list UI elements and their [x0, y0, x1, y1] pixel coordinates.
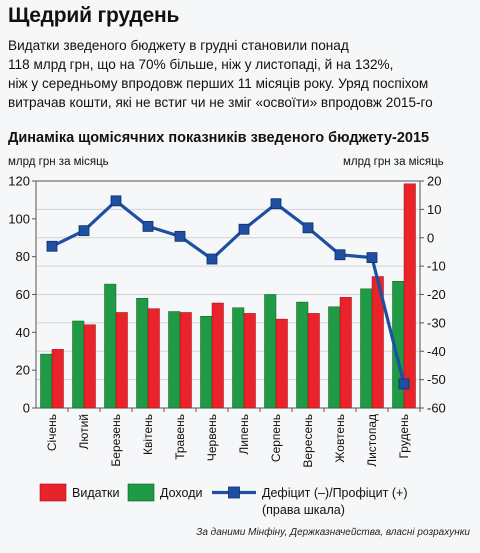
- legend-label-expenses: Видатки: [72, 486, 119, 500]
- income-bar: [232, 307, 245, 409]
- balance-marker: [366, 252, 378, 264]
- balance-marker: [110, 195, 122, 207]
- balance-marker: [398, 378, 410, 390]
- headline: Щедрий грудень: [8, 4, 180, 27]
- legend-swatch-income: [127, 483, 155, 502]
- month-label: Березень: [109, 414, 123, 467]
- right-tick-label: 0: [427, 230, 434, 245]
- income-bar: [264, 294, 277, 409]
- month-label: Січень: [45, 414, 59, 451]
- lead-line: витрачав кошти, які не встиг чи не зміг …: [8, 95, 433, 110]
- expense-bar: [179, 312, 192, 409]
- month-label: Квітень: [141, 414, 155, 455]
- chart-title: Динаміка щомісячних показників зведеного…: [8, 130, 430, 146]
- expense-bar: [403, 183, 416, 409]
- month-label: Вересень: [301, 414, 315, 468]
- legend-label-income: Доходи: [160, 486, 202, 500]
- left-tick-label: 80: [16, 249, 30, 264]
- income-bar: [72, 320, 85, 409]
- legend-label-balance-note: (права шкала): [262, 503, 345, 517]
- right-tick-label: -10: [427, 259, 446, 274]
- expense-bar: [275, 318, 288, 409]
- right-tick-label: 20: [427, 174, 441, 189]
- legend-label-balance: Дефіцит (–)/Профіцит (+): [262, 486, 407, 500]
- left-tick-label: 0: [23, 401, 30, 416]
- lead-line: Видатки зведеного бюджету в грудні стано…: [8, 38, 349, 53]
- balance-marker: [174, 230, 186, 242]
- right-tick-label: -30: [427, 315, 446, 330]
- left-tick-label: 20: [16, 363, 30, 378]
- month-label: Серпень: [269, 414, 283, 462]
- month-label: Листопад: [365, 414, 379, 467]
- lead-line: ніж у середньому впродовж перших 11 міся…: [8, 76, 429, 91]
- income-bar: [200, 316, 213, 409]
- expense-bar: [211, 302, 224, 409]
- expense-bar: [339, 297, 352, 409]
- left-tick-label: 60: [16, 287, 30, 302]
- expense-bar: [243, 313, 256, 409]
- lead-paragraph: Видатки зведеного бюджету в грудні стано…: [8, 36, 474, 112]
- month-label: Травень: [173, 414, 187, 460]
- income-bar: [328, 306, 341, 409]
- expense-bar: [83, 324, 96, 409]
- balance-marker: [46, 240, 58, 252]
- expense-bar: [307, 313, 320, 409]
- balance-marker: [78, 225, 90, 237]
- balance-marker: [334, 249, 346, 261]
- right-tick-label: -50: [427, 372, 446, 387]
- expense-bar: [115, 312, 128, 409]
- income-bar: [104, 283, 117, 409]
- balance-marker: [206, 253, 218, 265]
- month-label: Грудень: [397, 414, 411, 459]
- income-bar: [40, 353, 53, 409]
- right-tick-label: 10: [427, 202, 441, 217]
- balance-marker: [270, 198, 282, 210]
- balance-marker: [302, 222, 314, 234]
- month-label: Липень: [237, 414, 251, 455]
- balance-marker: [142, 220, 154, 232]
- legend-marker-balance: [228, 486, 240, 499]
- right-tick-label: -40: [427, 344, 446, 359]
- lead-line: 118 млрд грн, що на 70% більше, ніж у ли…: [8, 57, 394, 72]
- income-bar: [168, 311, 181, 409]
- income-bar: [136, 298, 149, 409]
- income-bar: [296, 301, 309, 409]
- balance-marker: [238, 223, 250, 235]
- income-bar: [360, 288, 373, 409]
- left-axis-unit: млрд грн за місяць: [8, 156, 109, 168]
- left-tick-label: 120: [8, 174, 30, 189]
- month-label: Лютий: [77, 414, 91, 450]
- expense-bar: [147, 308, 160, 409]
- legend-swatch-expenses: [39, 483, 67, 502]
- right-tick-label: -60: [427, 401, 446, 416]
- month-label: Жовтень: [333, 414, 347, 463]
- month-label: Червень: [205, 414, 219, 461]
- right-tick-label: -20: [427, 287, 446, 302]
- left-tick-label: 100: [8, 211, 30, 226]
- source-note: За даними Мінфіну, Держказначейства, вла…: [196, 527, 470, 538]
- right-axis-unit: млрд грн за місяць: [343, 156, 444, 168]
- left-tick-label: 40: [16, 325, 30, 340]
- expense-bar: [51, 349, 64, 409]
